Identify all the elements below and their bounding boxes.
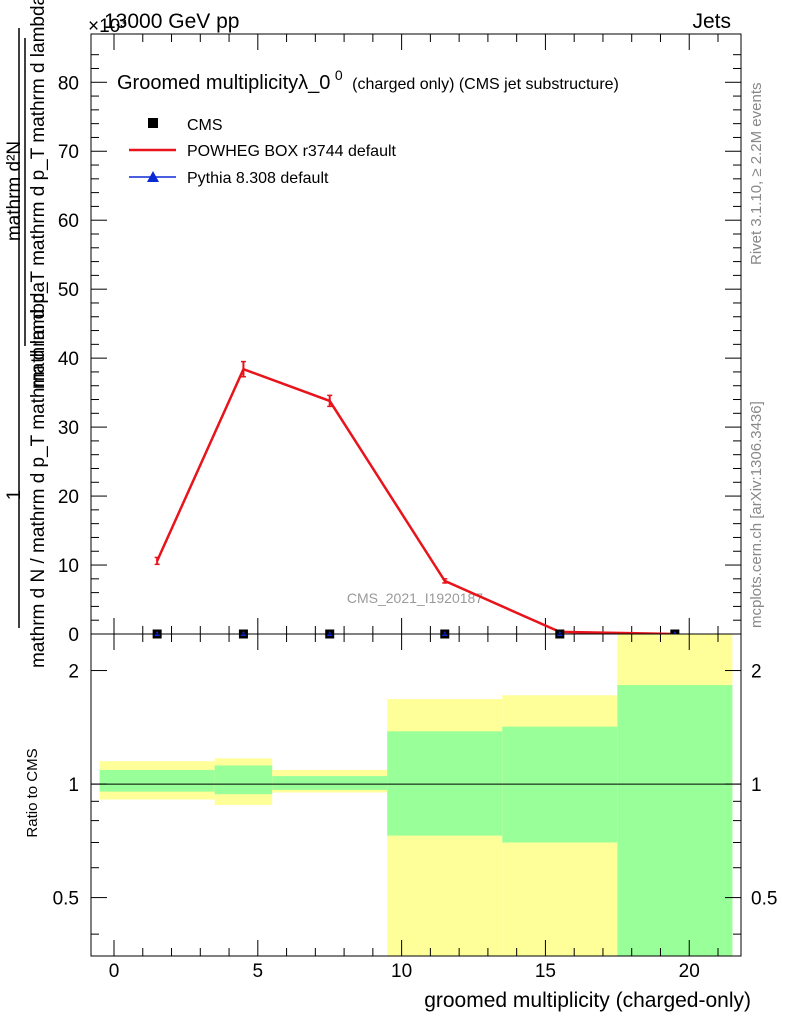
rivet-label: Rivet 3.1.10, ≥ 2.2M events	[748, 83, 765, 266]
ratio-bands	[99, 634, 733, 956]
ratio-plot-frame	[90, 633, 742, 957]
plot-title-sub: (charged only) (CMS jet substructure)	[352, 76, 619, 93]
ratio-y-tick-label-left: 0.5	[53, 889, 79, 910]
ratio-band-inner	[272, 776, 388, 790]
main-y-tick-label: 10	[58, 556, 79, 577]
ratio-y-tick-label-right: 0.5	[751, 889, 777, 910]
header-process: 13000 GeV pp	[104, 10, 239, 33]
ylabel-denominator: mathrm d N / mathrm d p_T mathrm d lambd…	[28, 282, 49, 669]
x-axis-title: groomed multiplicity (charged-only)	[424, 989, 751, 1012]
legend-label-pythia: Pythia 8.308 default	[187, 170, 329, 187]
main-y-tick-labels: 0 10 20 30 40 50 60 70 80	[58, 73, 79, 646]
legend-label-powheg: POWHEG BOX r3744 default	[187, 143, 397, 160]
legend: CMS POWHEG BOX r3744 default Pythia 8.30…	[129, 117, 397, 187]
main-axis-ticks	[91, 34, 741, 635]
ratio-band-inner	[387, 731, 503, 836]
main-y-tick-label: 50	[58, 280, 79, 301]
ratio-panel: 0.5 0.5 1 1 2 2 0 5 10 15 20 Ratio to CMS groomed…	[24, 633, 778, 1012]
x-tick-label: 0	[109, 961, 120, 982]
ylabel-inner-denominator: mathrm d p_T mathrm d p_T mathrm d lambd…	[28, 0, 49, 389]
legend-label-cms: CMS	[187, 117, 223, 134]
main-y-tick-label: 0	[68, 625, 79, 646]
x-tick-label: 15	[535, 961, 556, 982]
plot-title-main: Groomed multiplicityλ_0	[117, 72, 330, 94]
x-tick-label: 10	[391, 961, 412, 982]
main-y-tick-label: 20	[58, 487, 79, 508]
watermark: CMS_2021_I1920187	[347, 590, 483, 606]
x-tick-label: 20	[679, 961, 700, 982]
ratio-axis-ticks	[91, 634, 741, 956]
main-y-axis-title: 1 mathrm d²N mathrm d p_T mathrm d p_T m…	[4, 0, 49, 668]
ratio-y-tick-label-left: 1	[68, 775, 79, 796]
legend-marker-cms	[148, 118, 158, 128]
ratio-y-tick-label-right: 2	[751, 662, 762, 683]
ratio-y-tick-labels: 0.5 0.5 1 1 2 2	[53, 662, 778, 910]
legend-marker-pythia	[147, 171, 159, 182]
plot-title: Groomed multiplicityλ_0 0 (charged only)…	[117, 67, 619, 94]
ratio-y-tick-label-right: 1	[751, 775, 762, 796]
ratio-band-inner	[214, 765, 273, 795]
ratio-y-tick-label-left: 2	[68, 662, 79, 683]
ratio-x-tick-labels: 0 5 10 15 20	[109, 961, 700, 982]
series-line-powheg	[156, 367, 675, 636]
ratio-band-inner	[617, 685, 733, 956]
mcplots-label: mcplots.cern.ch [arXiv:1306.3436]	[748, 401, 765, 628]
main-y-tick-label: 40	[58, 349, 79, 370]
ratio-band-inner	[99, 769, 215, 792]
y-scale-exponent: ×10³	[88, 16, 127, 37]
ylabel-numerator: 1	[4, 490, 25, 501]
header-category: Jets	[692, 10, 731, 33]
main-y-tick-label: 60	[58, 211, 79, 232]
x-tick-label: 5	[253, 961, 264, 982]
main-y-tick-label: 70	[58, 142, 79, 163]
plot-title-superscript: 0	[335, 67, 343, 83]
main-y-tick-label: 80	[58, 73, 79, 94]
ylabel-inner-numerator: mathrm d²N	[4, 141, 25, 241]
main-y-tick-label: 30	[58, 418, 79, 439]
ratio-y-axis-title: Ratio to CMS	[24, 748, 41, 837]
